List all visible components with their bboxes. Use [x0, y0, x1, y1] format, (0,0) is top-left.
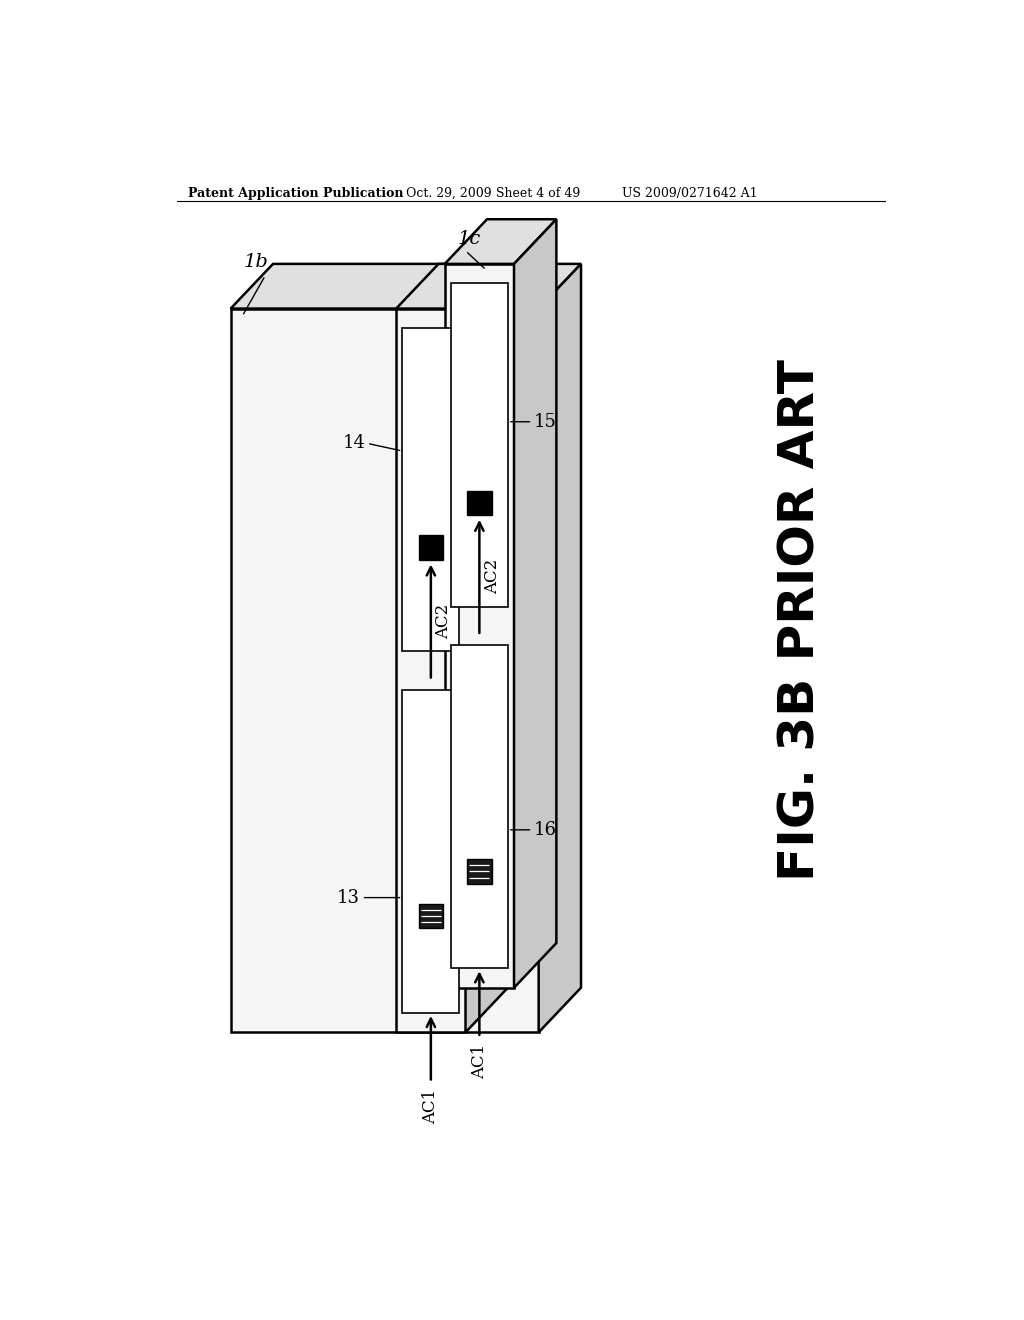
Text: Oct. 29, 2009: Oct. 29, 2009 — [407, 187, 492, 199]
Bar — [230, 309, 539, 1032]
Polygon shape — [466, 264, 508, 1032]
Bar — [451, 645, 508, 969]
Text: AC1: AC1 — [422, 1089, 439, 1123]
Text: 1b: 1b — [244, 253, 268, 272]
Text: 1c: 1c — [458, 230, 481, 248]
Bar — [419, 536, 443, 560]
Bar — [467, 491, 492, 515]
Polygon shape — [230, 264, 581, 309]
Bar — [396, 309, 466, 1032]
Bar — [419, 904, 443, 928]
Bar — [444, 264, 514, 987]
Text: 15: 15 — [534, 413, 556, 430]
Text: US 2009/0271642 A1: US 2009/0271642 A1 — [622, 187, 758, 199]
Text: AC1: AC1 — [471, 1044, 487, 1080]
Text: Sheet 4 of 49: Sheet 4 of 49 — [497, 187, 581, 199]
Text: 13: 13 — [337, 888, 360, 907]
Polygon shape — [444, 219, 556, 264]
Polygon shape — [539, 264, 581, 1032]
Bar — [402, 327, 460, 651]
Text: 14: 14 — [343, 434, 366, 453]
Polygon shape — [514, 219, 556, 987]
Bar — [402, 689, 460, 1014]
Text: FIG. 3B PRIOR ART: FIG. 3B PRIOR ART — [776, 359, 824, 882]
Bar — [451, 284, 508, 607]
Text: 16: 16 — [534, 821, 556, 838]
Text: AC2: AC2 — [435, 603, 453, 639]
Text: Patent Application Publication: Patent Application Publication — [188, 187, 403, 199]
Text: AC2: AC2 — [484, 558, 501, 594]
Polygon shape — [396, 264, 508, 309]
Bar — [467, 859, 492, 884]
